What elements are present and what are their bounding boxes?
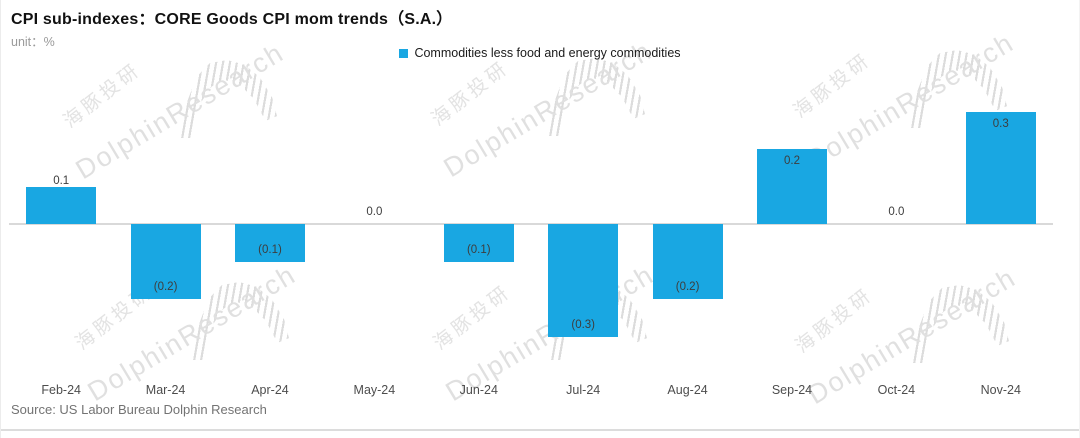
value-label-sep-24: 0.2 [783, 155, 800, 167]
value-label-aug-24: (0.2) [675, 281, 700, 293]
value-label-jul-24: (0.3) [571, 318, 596, 331]
legend-marker-icon [399, 48, 409, 58]
x-axis-tick-jul-24: Jul-24 [566, 383, 601, 397]
value-label-may-24: 0.0 [366, 206, 383, 218]
chart-title: CPI sub-indexes：CORE Goods CPI mom trend… [11, 11, 453, 28]
bar-aug-24 [652, 224, 723, 299]
source-note: Source: US Labor Bureau Dolphin Research [11, 402, 267, 417]
value-label-jun-24: (0.1) [466, 243, 491, 256]
bar-nov-24 [965, 111, 1036, 224]
value-label-oct-24: 0.0 [888, 206, 905, 218]
x-axis-tick-sep-24: Sep-24 [771, 383, 813, 397]
bar-sep-24 [757, 149, 827, 224]
value-label-nov-24: 0.3 [992, 117, 1009, 130]
x-axis-tick-may-24: May-24 [353, 383, 396, 397]
x-axis-tick-oct-24: Oct-24 [877, 383, 916, 397]
value-label-apr-24: (0.1) [258, 243, 282, 256]
legend: Commodities less food and energy commodi… [1, 45, 1079, 61]
bar-jun-24 [443, 224, 514, 262]
bar-feb-24 [26, 186, 97, 224]
legend-label: Commodities less food and energy commodi… [414, 46, 681, 60]
x-axis-tick-jun-24: Jun-24 [459, 383, 498, 397]
bottom-divider [1, 429, 1079, 431]
value-label-mar-24: (0.2) [153, 281, 178, 293]
value-label-feb-24: 0.1 [53, 174, 70, 187]
bar-jul-24 [548, 224, 619, 337]
bar-mar-24 [130, 224, 201, 299]
x-axis-tick-apr-24: Apr-24 [251, 383, 289, 397]
x-axis-tick-nov-24: Nov-24 [980, 383, 1021, 397]
x-axis-tick-feb-24: Feb-24 [41, 383, 81, 397]
x-axis-tick-aug-24: Aug-24 [667, 383, 708, 397]
bar-apr-24 [235, 224, 305, 262]
x-axis-tick-mar-24: Mar-24 [145, 383, 186, 397]
x-axis-line [9, 223, 1053, 225]
unit-label: unit：% [11, 35, 55, 49]
